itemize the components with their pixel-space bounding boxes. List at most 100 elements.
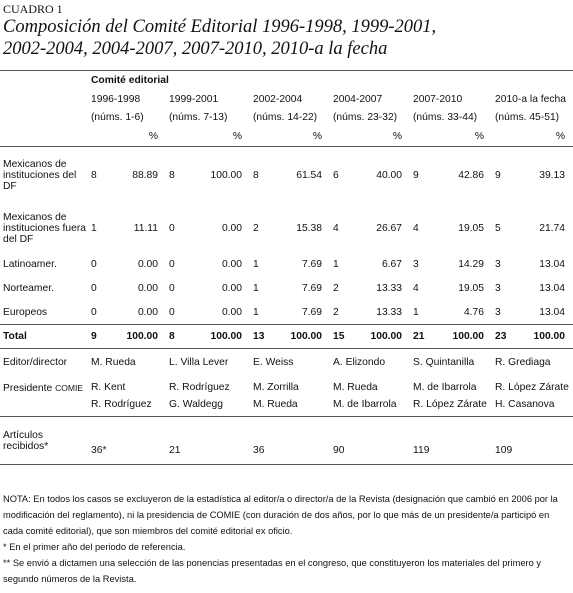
text-cell: A. Elizondo	[333, 357, 386, 369]
table-row: Europeos 0 0.00 0 0.00 1 7.69 2 13.33 1 4.76 3 13.04	[0, 300, 573, 325]
note: NOTA: En todos los casos se excluyeron d…	[3, 494, 558, 536]
percent-cell: 7.69	[301, 259, 322, 270]
percent-cell: 13.04	[539, 283, 565, 294]
name: R. Rodríguez	[91, 399, 152, 411]
period-header: 2004-2007	[333, 94, 383, 105]
percent-header: %	[186, 126, 250, 147]
name: M. de Ibarrola	[333, 399, 397, 411]
percent-cell: 100.00	[270, 324, 330, 349]
percent-header: %	[108, 126, 166, 147]
percent-cell: 6.67	[381, 259, 402, 270]
percent-cell: 0.00	[137, 259, 158, 270]
table-row: Mexicanos de instituciones del DF 8 88.89 8…	[0, 147, 573, 205]
count-cell: 1	[250, 300, 270, 325]
percent-cell: 100.00	[186, 324, 250, 349]
table-row: Comité editorial	[0, 71, 573, 91]
count-cell: 4	[333, 223, 339, 234]
text-cell: M. Zorrilla M. Rueda	[250, 376, 330, 417]
percent-cell: 19.05	[458, 283, 484, 294]
empty-cell	[88, 126, 108, 147]
period-header: 2002-2004	[253, 94, 303, 105]
period-header: 1996-1998	[91, 94, 141, 105]
percent-header: %	[350, 126, 410, 147]
text-cell: 90	[330, 416, 410, 465]
percent-cell: 42.86	[458, 170, 484, 182]
count-cell: 2	[330, 300, 350, 325]
percent-cell: 0.00	[221, 283, 242, 294]
name: M. Zorrilla	[253, 382, 299, 394]
count-cell: 9	[495, 170, 501, 182]
note: * En el primer año del periodo de refere…	[3, 542, 186, 552]
count-cell: 0	[169, 283, 175, 294]
period-header: 2007-2010	[413, 94, 463, 105]
percent-cell: 88.89	[132, 170, 158, 182]
percent-cell: 100.00	[108, 324, 166, 349]
count-cell: 4	[413, 283, 419, 294]
empty-cell	[0, 126, 88, 147]
text-cell: E. Weiss	[253, 357, 294, 369]
table-row: Total 9 100.00 8 100.00 13 100.00 15 100.00 21 100…	[0, 324, 573, 349]
notes: NOTA: En todos los casos se excluyeron d…	[3, 491, 571, 587]
percent-header: %	[430, 126, 492, 147]
text-cell: 36	[250, 416, 330, 465]
count-cell: 8	[91, 170, 97, 182]
row-label: Latinoamer.	[3, 259, 57, 270]
count-cell: 9	[88, 324, 108, 349]
count-cell: 21	[410, 324, 430, 349]
title-line: 2002-2004, 2004-2007, 2007-2010, 2010-a …	[3, 39, 388, 59]
table-row: Presidente COMIE R. Kent R. Rodríguez R. Ro…	[0, 376, 573, 417]
count-cell: 9	[413, 170, 419, 182]
count-cell: 1	[333, 259, 339, 270]
percent-cell: 0.00	[221, 259, 242, 270]
table-title: Composición del Comité Editorial 1996-19…	[3, 16, 436, 60]
percent-cell: 40.00	[376, 170, 402, 182]
row-label: Norteamer.	[3, 283, 54, 294]
row-label: Total	[0, 324, 88, 349]
table-row: %%%%%%	[0, 126, 573, 147]
text-cell: R. López Zárate H. Casanova	[492, 376, 573, 417]
label-caps: COMIE	[55, 382, 83, 393]
count-cell: 13	[250, 324, 270, 349]
label-text: Presidente	[3, 382, 53, 394]
table-row: (núms. 1-6) (núms. 7-13) (núms. 14-22) (núm…	[0, 109, 573, 127]
empty-cell	[0, 109, 88, 127]
percent-cell: 7.69	[301, 283, 322, 294]
table-label: CUADRO 1	[3, 2, 63, 16]
text-cell: R. Rodríguez G. Waldegg	[166, 376, 250, 417]
percent-cell: 19.05	[458, 223, 484, 234]
percent-cell: 13.04	[512, 300, 573, 325]
nums-header: (núms. 23-32)	[333, 112, 398, 123]
text-cell: 119	[410, 416, 492, 465]
count-cell: 1	[91, 223, 97, 234]
count-cell: 0	[91, 259, 97, 270]
count-cell: 0	[169, 259, 175, 270]
count-cell: 2	[333, 283, 339, 294]
count-cell: 1	[253, 259, 259, 270]
count-cell: 0	[169, 223, 175, 234]
count-cell: 0	[91, 283, 97, 294]
percent-cell: 0.00	[186, 300, 250, 325]
percent-cell: 13.33	[376, 283, 402, 294]
count-cell: 4	[413, 223, 419, 234]
percent-cell: 15.38	[296, 223, 322, 234]
name: R. López Zárate	[495, 382, 569, 394]
count-cell: 3	[495, 259, 501, 270]
percent-cell: 14.29	[458, 259, 484, 270]
name: R. Rodríguez	[169, 382, 230, 394]
name: G. Waldegg	[169, 399, 223, 411]
count-cell: 23	[492, 324, 512, 349]
percent-cell: 61.54	[296, 170, 322, 182]
group-header: Comité editorial	[91, 75, 169, 87]
count-cell: 3	[492, 300, 512, 325]
text-cell: 109	[492, 416, 573, 465]
text-cell: R. Kent R. Rodríguez	[88, 376, 166, 417]
nums-header: (núms. 14-22)	[253, 112, 318, 123]
count-cell: 3	[413, 259, 419, 270]
percent-cell: 0.00	[221, 223, 242, 234]
empty-cell	[0, 91, 88, 109]
name: H. Casanova	[495, 399, 555, 411]
percent-cell: 26.67	[376, 223, 402, 234]
text-cell: M. de Ibarrola R. López Zárate	[410, 376, 492, 417]
percent-cell: 13.04	[539, 259, 565, 270]
